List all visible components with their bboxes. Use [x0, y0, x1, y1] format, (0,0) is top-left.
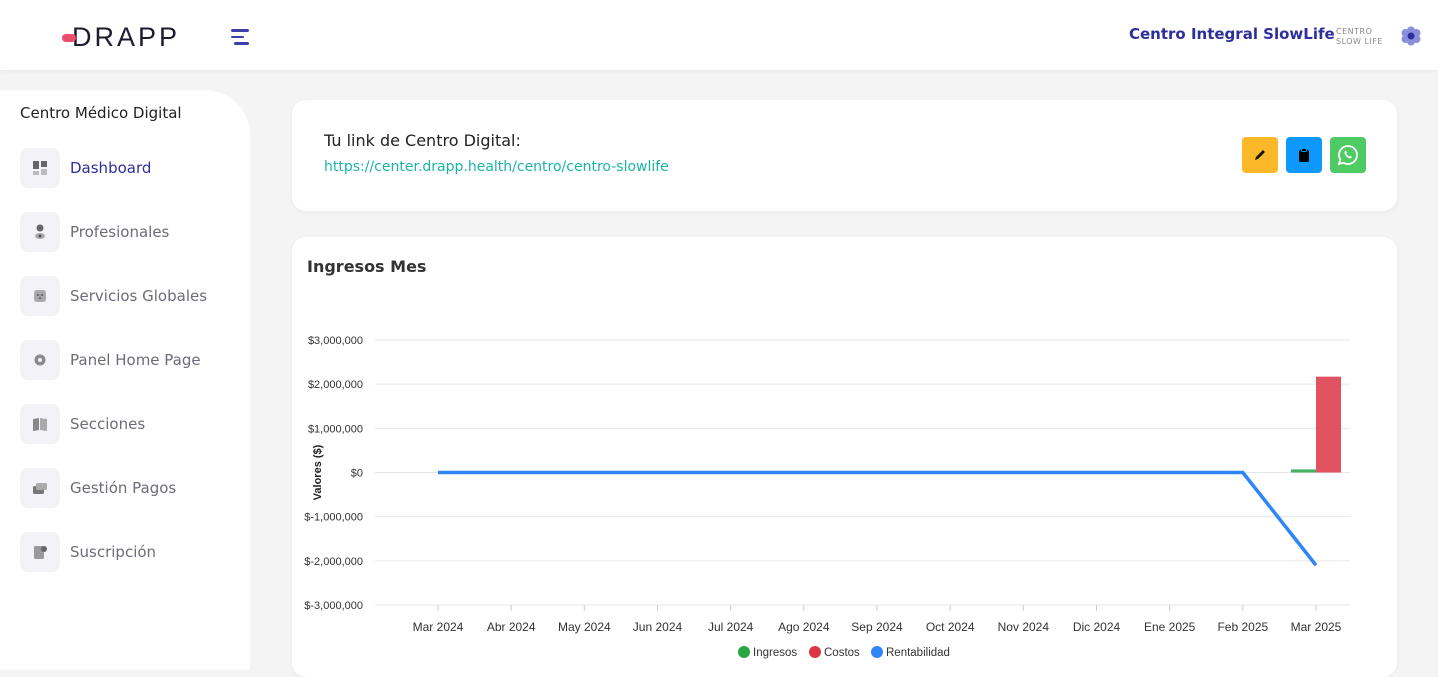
y-axis-label: Valores ($) — [312, 444, 324, 500]
y-tick-label: $1,000,000 — [308, 423, 363, 435]
center-name: Centro Integral SlowLife — [1129, 25, 1335, 43]
x-tick-label: Jul 2024 — [708, 620, 754, 634]
sidebar-item-gestion-pagos[interactable]: Gestión Pagos — [20, 468, 176, 508]
whatsapp-button[interactable] — [1330, 137, 1366, 173]
clipboard-icon — [1299, 148, 1309, 162]
x-tick-label: Abr 2024 — [487, 620, 536, 634]
legend-marker-rentabilidad — [871, 646, 883, 658]
sidebar-item-label: Gestión Pagos — [70, 479, 177, 497]
x-tick-label: Oct 2024 — [926, 620, 975, 634]
x-tick-label: Mar 2025 — [1291, 620, 1342, 634]
legend-marker-ingresos — [738, 646, 750, 658]
x-tick-label: Dic 2024 — [1073, 620, 1121, 634]
income-chart-card: Ingresos Mes $3,000,000 $2,000,000 $1,000,… — [292, 237, 1397, 677]
hamburger-menu-icon[interactable] — [231, 29, 249, 49]
link-card: Tu link de Centro Digital: https://cente… — [292, 100, 1397, 211]
y-tick-label: $0 — [351, 468, 363, 480]
sidebar: Centro Médico Digital Dashboard Profesion… — [0, 90, 250, 670]
legend-label: Costos — [824, 647, 860, 659]
y-tick-label: $-2,000,000 — [304, 556, 363, 568]
link-title: Tu link de Centro Digital: — [324, 131, 521, 150]
legend-label: Rentabilidad — [886, 647, 950, 659]
x-tick-label: Feb 2025 — [1217, 620, 1268, 634]
logo-text: DRAPP — [72, 22, 181, 52]
legend-label: Ingresos — [753, 647, 797, 659]
sidebar-item-label: Suscripción — [70, 543, 157, 561]
sidebar-item-label: Dashboard — [70, 159, 152, 177]
sidebar-item-label: Servicios Globales — [70, 287, 208, 305]
sidebar-item-suscripcion[interactable]: Suscripción — [20, 532, 156, 572]
gear-icon — [34, 354, 46, 366]
bar-ingresos — [1291, 469, 1316, 473]
y-tick-label: $2,000,000 — [308, 379, 363, 391]
x-tick-label: Ago 2024 — [778, 620, 830, 634]
x-tick-label: Jun 2024 — [633, 620, 683, 634]
professional-icon — [35, 224, 45, 239]
payments-icon — [33, 483, 47, 494]
income-chart: $3,000,000 $2,000,000 $1,000,000 $0 $-1,000,… — [304, 335, 1350, 659]
logo-pill-icon — [62, 33, 76, 42]
y-tick-label: $-3,000,000 — [304, 600, 363, 612]
x-tick-label: Mar 2024 — [413, 620, 464, 634]
edit-button[interactable] — [1242, 137, 1278, 173]
sidebar-item-label: Secciones — [70, 415, 146, 433]
copy-button[interactable] — [1286, 137, 1322, 173]
sidebar-item-profesionales[interactable]: Profesionales — [20, 212, 169, 252]
line-rentabilidad — [438, 470, 1318, 567]
sidebar-title: Centro Médico Digital — [20, 104, 182, 122]
sidebar-item-secciones[interactable]: Secciones — [20, 404, 145, 444]
settings-flower-icon[interactable] — [1401, 26, 1421, 46]
sidebar-item-dashboard[interactable]: Dashboard — [20, 148, 151, 188]
whatsapp-icon — [1337, 145, 1358, 166]
bar-costos — [1316, 376, 1341, 473]
top-bar: DRAPP Centro Integral SlowLife CENTRO SLO… — [0, 0, 1438, 70]
subscription-icon — [34, 546, 47, 559]
drapp-logo[interactable]: DRAPP — [62, 22, 180, 53]
x-tick-label: Ene 2025 — [1144, 620, 1196, 634]
sidebar-item-label: Panel Home Page — [70, 351, 201, 369]
book-icon — [33, 418, 47, 431]
x-tick-label: May 2024 — [558, 620, 611, 634]
chart-title: Ingresos Mes — [307, 257, 427, 276]
y-tick-label: $-1,000,000 — [304, 512, 363, 524]
sidebar-item-label: Profesionales — [70, 223, 170, 241]
legend-marker-costos — [809, 646, 821, 658]
y-tick-label: $3,000,000 — [308, 335, 363, 347]
pencil-icon — [1255, 150, 1265, 160]
x-tick-label: Sep 2024 — [851, 620, 903, 634]
sidebar-item-panel-home-page[interactable]: Panel Home Page — [20, 340, 201, 380]
center-link[interactable]: https://center.drapp.health/centro/centr… — [324, 159, 669, 175]
services-icon — [34, 290, 46, 302]
center-logo: CENTRO SLOW LIFE — [1336, 27, 1383, 46]
sidebar-item-servicios-globales[interactable]: Servicios Globales — [20, 276, 207, 316]
x-tick-label: Nov 2024 — [998, 620, 1050, 634]
dashboard-icon — [33, 161, 47, 175]
